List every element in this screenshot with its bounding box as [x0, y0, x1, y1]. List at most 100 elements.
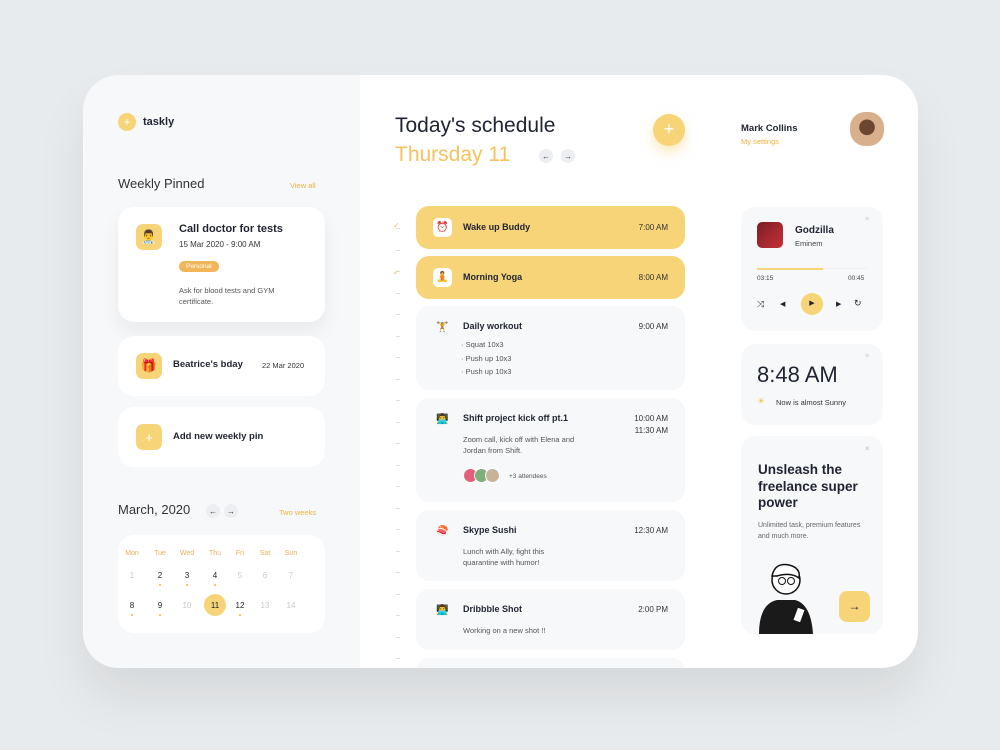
calendar-day[interactable]: 5	[237, 571, 243, 580]
event-card[interactable]: 🍣 Skype Sushi 12:30 AM Lunch with Ally, fig…	[416, 510, 685, 581]
event-time: 8:00 AM	[639, 272, 668, 284]
pin-card-doctor[interactable]: 👨‍⚕️ Call doctor for tests 15 Mar 2020 -…	[118, 207, 325, 322]
user-name: Mark Collins	[741, 123, 798, 134]
calendar-day[interactable]: 11	[210, 601, 220, 610]
event-dot	[186, 584, 188, 586]
calendar-day[interactable]: 3	[184, 571, 190, 580]
event-title: Wake up Buddy	[463, 222, 531, 232]
pin-card-bday[interactable]: 🎁 Beatrice's bday 22 Mar 2020	[118, 336, 325, 396]
bullet: ·	[461, 340, 466, 349]
calendar-day[interactable]: 6	[262, 571, 268, 580]
item-text: Push up 10x3	[465, 353, 512, 363]
range-toggle[interactable]: Two weeks	[279, 508, 317, 517]
add-pin-button[interactable]: + Add new weekly pin	[118, 407, 325, 467]
start-time: 12:30 AM	[634, 526, 668, 535]
attendee-avatar[interactable]	[485, 468, 500, 483]
pin-note: Ask for blood tests and GYM certificate.	[179, 286, 275, 306]
timeline-tick	[396, 228, 400, 229]
timeline-tick	[396, 271, 400, 272]
workout-item: · Push up 10x3	[461, 366, 511, 377]
event-card[interactable]: ⏰ Wake up Buddy 7:00 AM	[416, 206, 685, 249]
next-month-button[interactable]: →	[224, 504, 238, 518]
calendar-day[interactable]: 10	[182, 601, 192, 610]
album-art	[757, 222, 783, 248]
menu-icon[interactable]: ≡	[865, 216, 870, 223]
start-time: 7:00 AM	[638, 223, 668, 232]
progress-track[interactable]	[757, 268, 867, 270]
previous-icon[interactable]: ◀	[780, 301, 786, 308]
weather-text: Now is almost Sunny	[776, 398, 847, 407]
page-title: Today's schedule	[395, 114, 556, 137]
settings-link[interactable]: My settings	[741, 137, 779, 146]
calendar-day[interactable]: 14	[286, 601, 296, 610]
timeline-tick	[396, 335, 400, 337]
event-card[interactable]: 👨‍💻 Shift project kick off pt.1 10:00 AM 11…	[416, 398, 685, 502]
workout-item: · Push up 10x3	[461, 353, 511, 364]
event-description: Zoom call, kick off with Elena and Jorda…	[463, 435, 575, 455]
repeat-icon[interactable]: ↻	[854, 298, 862, 308]
event-card[interactable]: 🏋 Daily workout 9:00 AM · Squat 10x3 · Push …	[416, 306, 685, 390]
view-all-link[interactable]: View all	[290, 181, 316, 190]
start-time: 9:00 AM	[638, 322, 668, 331]
workout-item: · Squat 10x3	[461, 339, 504, 350]
event-dot	[131, 614, 133, 616]
promo-arrow-button[interactable]: →	[839, 591, 870, 622]
calendar-day[interactable]: 4	[212, 571, 218, 580]
next-day-button[interactable]: →	[561, 149, 575, 163]
pin-date: 15 Mar 2020 - 9:00 AM	[179, 240, 261, 249]
avatar[interactable]	[850, 112, 884, 146]
calendar-day[interactable]: 12	[235, 601, 245, 610]
pin-title: Beatrice's bday	[173, 359, 243, 370]
clock-widget: ≡ 8:48 AM ☀ Now is almost Sunny	[741, 344, 883, 425]
calendar-day[interactable]: 9	[157, 601, 163, 610]
weekday-label: Sun	[284, 550, 298, 557]
timeline-tick	[396, 593, 400, 595]
timeline-tick	[396, 292, 400, 294]
event-dot	[214, 584, 216, 586]
progress-fill	[757, 268, 823, 270]
bullet: ·	[461, 367, 466, 376]
menu-icon[interactable]: ≡	[865, 353, 870, 360]
calendar-day[interactable]: 2	[157, 571, 163, 580]
event-card[interactable]: 🧘 Morning Yoga 8:00 AM	[416, 256, 685, 299]
timeline-tick	[396, 615, 400, 616]
end-time: 11:30 AM	[634, 426, 668, 435]
play-button[interactable]: ▶	[801, 293, 823, 315]
calendar-day[interactable]: 1	[129, 571, 135, 580]
promo-title: Unsleash the freelance super power	[758, 462, 858, 510]
weekday-label: Mon	[125, 550, 139, 557]
prev-day-button[interactable]: ←	[539, 149, 553, 163]
yoga-icon: 🧘	[433, 268, 452, 287]
timeline-tick	[396, 572, 400, 573]
sun-icon: ☀	[757, 396, 766, 406]
start-time: 2:00 PM	[638, 605, 668, 614]
calendar-day[interactable]: 7	[288, 571, 294, 580]
weekday-label: Tue	[154, 550, 166, 557]
timeline-tick	[396, 314, 400, 315]
close-icon[interactable]: ×	[865, 444, 870, 453]
shuffle-icon[interactable]: ⤨	[757, 299, 765, 309]
person-laptop-icon: 👨‍💻	[436, 605, 449, 616]
illustration-person	[759, 563, 813, 634]
event-time: 7:00 AM	[639, 222, 668, 234]
timeline-tick	[396, 658, 400, 659]
promo-card: × Unsleash the freelance super power Unl…	[741, 436, 883, 634]
calendar-day[interactable]: 13	[260, 601, 270, 610]
event-title: Skype Sushi	[463, 525, 517, 535]
next-icon[interactable]: ▶	[836, 301, 842, 308]
event-time: 12:30 AM	[634, 525, 668, 537]
app-name: taskly	[143, 116, 175, 128]
event-card[interactable]: 👨‍💻 Dribbble Shot 2:00 PM Working on a new …	[416, 589, 685, 650]
promo-subtitle: Unlimited task, premium features and muc…	[758, 522, 861, 540]
alarm-clock-icon: ⏰	[433, 218, 452, 237]
event-description: Lunch with Ally, fight this quarantine w…	[463, 547, 545, 567]
timeline-tick	[396, 636, 400, 638]
event-time: 2:00 PM	[638, 604, 668, 616]
event-title: Daily workout	[463, 321, 523, 331]
check-icon: ✓	[393, 268, 400, 277]
calendar-day[interactable]: 8	[129, 601, 135, 610]
add-event-button[interactable]: +	[653, 114, 685, 146]
prev-month-button[interactable]: ←	[206, 504, 220, 518]
event-card[interactable]	[416, 658, 685, 668]
attendee-count: +3 attendees	[509, 473, 547, 480]
